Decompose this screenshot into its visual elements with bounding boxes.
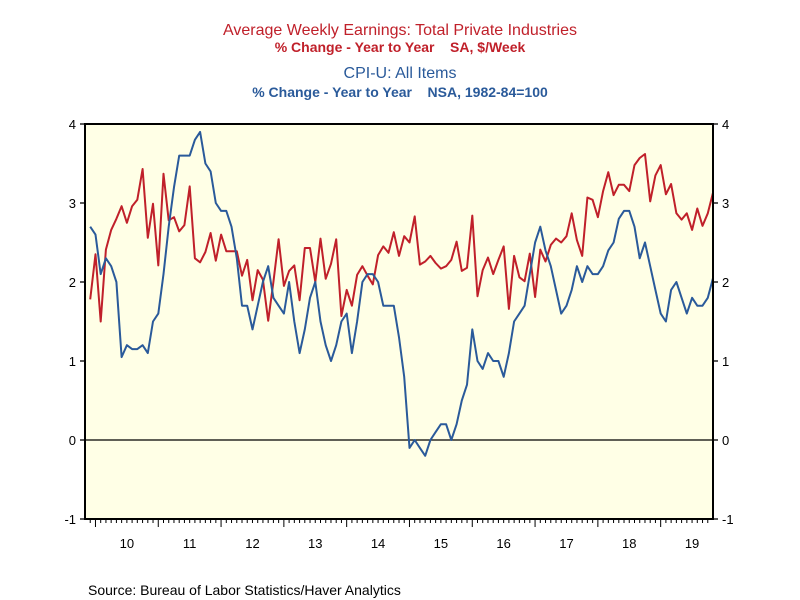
x-tick-label: 16 [496,536,510,551]
y-tick-label-left: 3 [69,196,76,211]
plot-background [85,124,713,519]
series-line-cpi [89,130,714,457]
y-tick-label-right: 4 [722,117,729,132]
x-tick-label: 19 [685,536,699,551]
x-tick-label: 17 [559,536,573,551]
x-tick-label: 18 [622,536,636,551]
series-line-earnings [89,153,714,323]
x-tick-label: 10 [120,536,134,551]
y-tick-label-left: 2 [69,275,76,290]
source-note: Source: Bureau of Labor Statistics/Haver… [88,582,401,598]
y-tick-label-right: 3 [722,196,729,211]
chart-title-4: % Change - Year to Year NSA, 1982-84=100 [252,84,548,100]
chart-title-1: Average Weekly Earnings: Total Private I… [223,22,577,39]
y-tick-label-right: 2 [722,275,729,290]
y-tick-label-right: 1 [722,354,729,369]
x-tick-label: 12 [245,536,259,551]
y-tick-label-left: -1 [64,512,76,527]
y-tick-label-left: 4 [69,117,76,132]
x-tick-label: 15 [434,536,448,551]
x-tick-label: 14 [371,536,385,551]
y-tick-label-left: 1 [69,354,76,369]
y-tick-label-right: -1 [722,512,734,527]
chart-title-3: CPI-U: All Items [344,65,457,82]
y-tick-label-left: 0 [69,433,76,448]
x-tick-label: 13 [308,536,322,551]
x-tick-label: 11 [183,536,197,551]
y-tick-label-right: 0 [722,433,729,448]
chart-title-2: % Change - Year to Year SA, $/Week [275,39,526,55]
